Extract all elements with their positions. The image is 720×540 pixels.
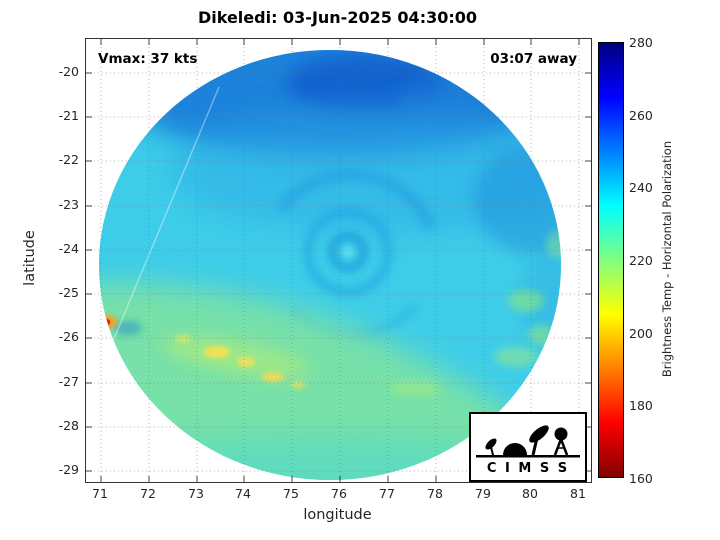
cold-cloud-regions bbox=[99, 50, 561, 344]
cimss-logo-art: C I M S S bbox=[476, 425, 580, 476]
x-tick-label: 80 bbox=[522, 486, 538, 501]
x-tick-label: 75 bbox=[283, 486, 299, 501]
cyclone-spiral-bands bbox=[276, 168, 437, 340]
warm-spots bbox=[162, 335, 310, 389]
swath-seam-line bbox=[112, 86, 220, 342]
x-tick-label: 71 bbox=[92, 486, 108, 501]
colorbar-tick-label: 180 bbox=[629, 398, 653, 413]
colorbar-tick-label: 280 bbox=[629, 35, 653, 50]
x-tick-label: 72 bbox=[140, 486, 156, 501]
plot-title: Dikeledi: 03-Jun-2025 04:30:00 bbox=[197, 8, 478, 27]
axis-tick-marks bbox=[86, 39, 591, 482]
cimss-logo-text: C I M S S bbox=[487, 461, 569, 476]
colorbar-tick-label: 220 bbox=[629, 253, 653, 268]
vmax-annotation: Vmax: 37 kts bbox=[98, 51, 198, 67]
x-tick-label: 73 bbox=[188, 486, 204, 501]
y-tick-label: -20 bbox=[58, 64, 79, 79]
cimss-logo: C I M S S bbox=[469, 412, 587, 482]
y-tick-label: -27 bbox=[58, 374, 79, 389]
y-tick-label: -22 bbox=[58, 152, 79, 167]
colorbar-gradient bbox=[598, 42, 624, 478]
colorbar-tick-label: 160 bbox=[629, 471, 653, 486]
x-tick-label: 76 bbox=[331, 486, 347, 501]
y-tick-label: -29 bbox=[58, 462, 79, 477]
colorbar-label: Brightness Temp - Horizontal Polarizatio… bbox=[660, 140, 674, 378]
satellite-swath-image bbox=[86, 39, 591, 482]
x-tick-label: 81 bbox=[570, 486, 586, 501]
y-tick-label: -21 bbox=[58, 108, 79, 123]
y-axis-label: latitude bbox=[22, 230, 38, 286]
x-tick-label: 79 bbox=[475, 486, 491, 501]
colorbar-tick-label: 240 bbox=[629, 180, 653, 195]
observatory-silhouette-icon bbox=[476, 425, 580, 458]
colorbar-tick-label: 200 bbox=[629, 326, 653, 341]
x-tick-label: 77 bbox=[379, 486, 395, 501]
colorbar-tick-label: 260 bbox=[629, 108, 653, 123]
x-tick-label: 74 bbox=[235, 486, 251, 501]
x-axis-label: longitude bbox=[303, 507, 372, 523]
cyclone-eye bbox=[342, 246, 354, 258]
time-away-annotation: 03:07 away bbox=[490, 51, 577, 67]
x-tick-label: 78 bbox=[427, 486, 443, 501]
y-tick-label: -25 bbox=[58, 285, 79, 300]
y-tick-label: -23 bbox=[58, 197, 79, 212]
y-tick-label: -26 bbox=[58, 329, 79, 344]
gridlines bbox=[86, 39, 591, 482]
y-tick-label: -28 bbox=[58, 418, 79, 433]
y-tick-label: -24 bbox=[58, 241, 79, 256]
plot-area: Vmax: 37 kts 03:07 away C I M S S bbox=[85, 38, 592, 483]
